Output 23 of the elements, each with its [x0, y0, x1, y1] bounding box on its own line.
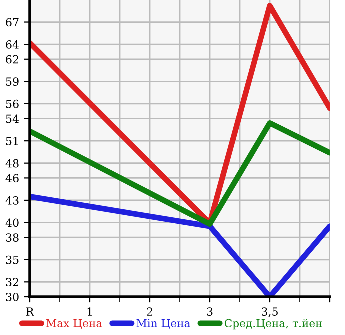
- x-tick-label: 3,5: [262, 308, 278, 318]
- y-tick-label: 30: [6, 292, 19, 302]
- y-tick-label: 64: [6, 40, 20, 49]
- y-tick-label: 56: [6, 100, 19, 108]
- y-tick-label: 67: [6, 18, 19, 27]
- x-tick-label: 1: [88, 308, 92, 316]
- x-tick-label: R: [26, 308, 34, 316]
- y-tick-label: 32: [6, 278, 18, 287]
- y-tick-label: 40: [6, 218, 19, 228]
- y-tick-label: 51: [6, 137, 18, 146]
- y-tick-label: 54: [6, 114, 20, 124]
- legend-label: Min Цена: [136, 319, 190, 330]
- y-tick-label: 46: [6, 174, 19, 183]
- y-tick-label: 62: [6, 55, 18, 64]
- y-tick-label: 35: [6, 256, 19, 264]
- legend-label: Сред.Цена, т.йен: [224, 319, 322, 330]
- y-tick-label: 48: [6, 159, 19, 168]
- y-tick-label: 38: [6, 234, 19, 242]
- y-tick-label: 59: [6, 78, 19, 86]
- y-tick-label: 43: [6, 196, 19, 205]
- x-tick-label: 2: [147, 308, 152, 316]
- legend-label: Max Цена: [46, 319, 102, 330]
- x-tick-label: 3: [207, 308, 213, 316]
